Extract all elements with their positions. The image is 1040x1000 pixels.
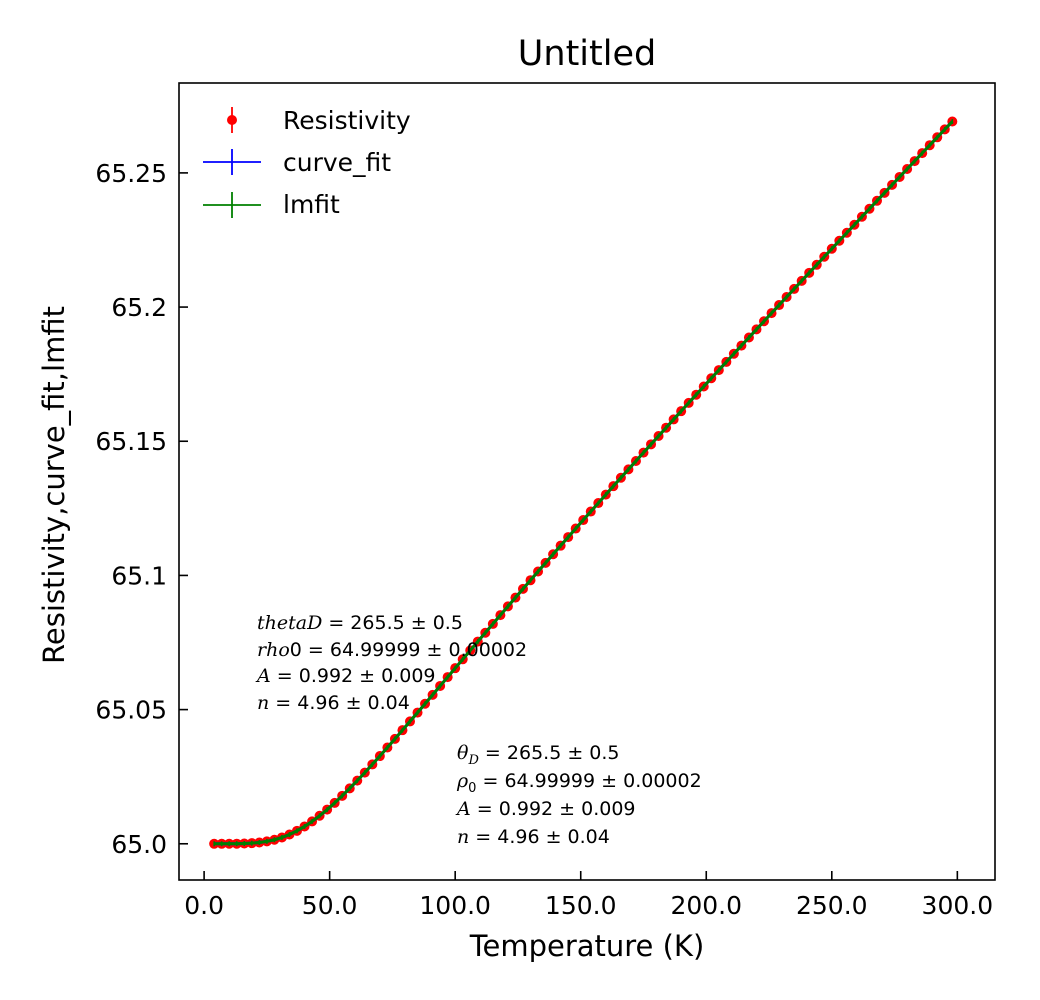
annot1-thetaD: thetaD = 265.5 ± 0.5: [257, 612, 463, 634]
x-tick-label: 0.0: [184, 891, 224, 920]
legend-item-resistivity: Resistivity: [227, 106, 411, 135]
annot2-n: n = 4.96 ± 0.04: [457, 826, 610, 848]
legend-label-resistivity: Resistivity: [283, 106, 411, 135]
y-axis: 65.0 65.05 65.1 65.15 65.2 65.25: [95, 159, 188, 859]
fit-annotation-plain: thetaD = 265.5 ± 0.5 rho0 = 64.99999 ± 0…: [255, 612, 527, 714]
annot2-thetaD: θD = 265.5 ± 0.5: [457, 742, 620, 768]
x-tick-label: 150.0: [545, 891, 617, 920]
x-tick-label: 200.0: [670, 891, 742, 920]
annot1-n: n = 4.96 ± 0.04: [257, 692, 410, 714]
annot1-A: A = 0.992 ± 0.009: [255, 665, 436, 687]
y-tick-label: 65.05: [95, 696, 167, 725]
annot2-rho0: ρ0 = 64.99999 ± 0.00002: [456, 770, 702, 796]
plot-area: [209, 116, 958, 849]
y-tick-label: 65.25: [95, 159, 167, 188]
y-tick-label: 65.15: [95, 427, 167, 456]
x-axis: 0.0 50.0 100.0 150.0 200.0 250.0 300.0: [184, 871, 993, 920]
y-tick-label: 65.1: [111, 561, 167, 590]
legend-label-lmfit: lmfit: [283, 190, 340, 219]
annot1-rho0: rho0 = 64.99999 ± 0.00002: [257, 639, 527, 661]
legend-resistivity-marker: [227, 115, 237, 125]
y-tick-label: 65.0: [111, 830, 167, 859]
x-tick-label: 300.0: [922, 891, 994, 920]
y-axis-label: Resistivity,curve_fit,lmfit: [37, 306, 71, 664]
annot2-A: A = 0.992 ± 0.009: [455, 798, 636, 820]
chart-title: Untitled: [518, 34, 656, 74]
fit-annotation-greek: θD = 265.5 ± 0.5 ρ0 = 64.99999 ± 0.00002…: [455, 742, 702, 848]
x-tick-label: 100.0: [419, 891, 491, 920]
x-tick-label: 250.0: [796, 891, 868, 920]
x-tick-label: 50.0: [302, 891, 358, 920]
axes-frame: [178, 82, 996, 881]
x-axis-label: Temperature (K): [469, 929, 705, 963]
legend-item-curve-fit: curve_fit: [203, 148, 391, 177]
legend: Resistivity curve_fit lmfit: [203, 106, 411, 219]
legend-label-curve-fit: curve_fit: [283, 148, 391, 177]
legend-item-lmfit: lmfit: [203, 190, 340, 219]
y-tick-label: 65.2: [111, 293, 167, 322]
